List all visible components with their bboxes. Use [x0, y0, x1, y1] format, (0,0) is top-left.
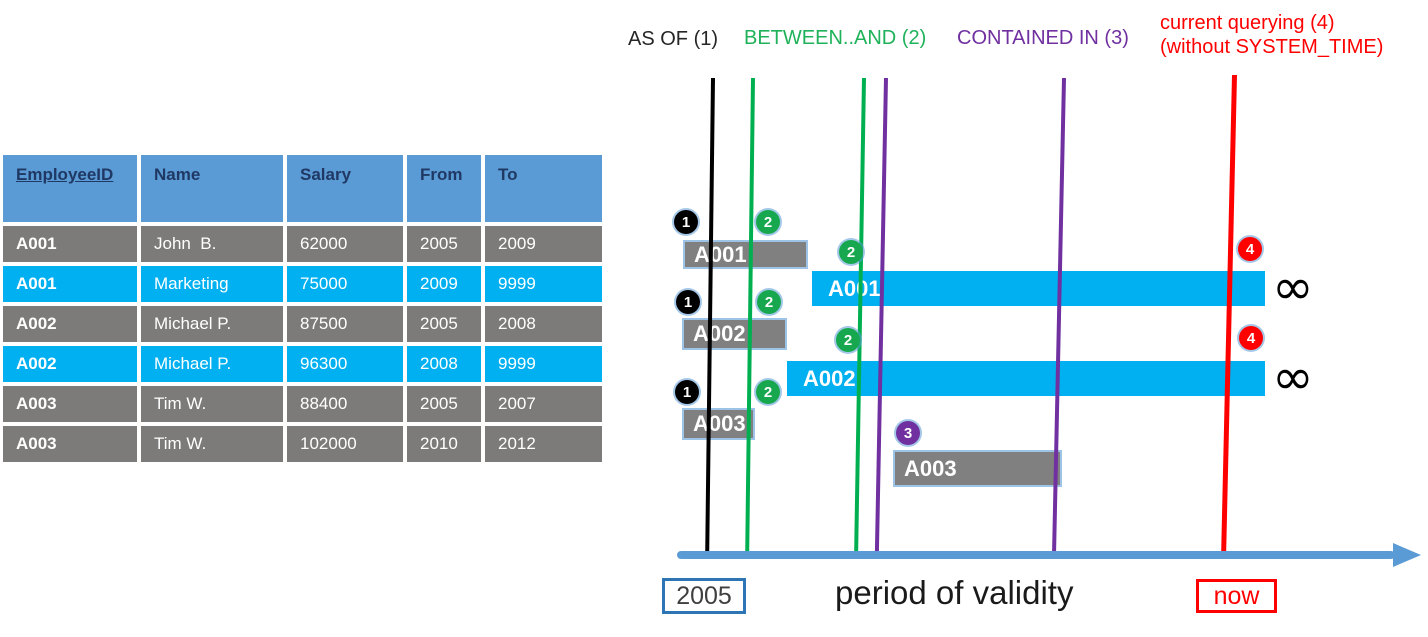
table-cell: 87500: [287, 306, 403, 342]
column-header-name: Name: [141, 155, 283, 222]
time-axis-arrowhead-icon: [1393, 543, 1421, 567]
badge-as-of-1: 1: [676, 290, 700, 314]
table-cell: A001: [3, 226, 137, 262]
table-cell: 2010: [407, 426, 481, 462]
table-cell: 2007: [485, 386, 602, 422]
bar-a002-old: A002: [682, 318, 787, 350]
table-cell: 2008: [407, 346, 481, 382]
table-cell: A002: [3, 306, 137, 342]
table-cell: 2005: [407, 226, 481, 262]
time-axis: [677, 551, 1395, 559]
table-cell: A002: [3, 346, 137, 382]
table-cell: A003: [3, 426, 137, 462]
bar-a003-old: A003: [682, 408, 755, 440]
now-box: now: [1196, 579, 1277, 613]
infinity-icon: ∞: [1272, 258, 1314, 316]
table-cell: 75000: [287, 266, 403, 302]
table-cell: 2008: [485, 306, 602, 342]
badge-between-2: 2: [757, 290, 781, 314]
table-cell: Tim W.: [141, 386, 283, 422]
bar-a001-current: A001: [812, 271, 1265, 306]
legend-current-querying-line1: current querying (4): [1160, 12, 1335, 34]
column-header-from: From: [407, 155, 481, 222]
table-cell: Michael P.: [141, 346, 283, 382]
start-year-box: 2005: [662, 578, 746, 614]
table-cell: 96300: [287, 346, 403, 382]
legend-as-of: AS OF (1): [628, 28, 719, 50]
badge-contained-3: 3: [896, 421, 920, 445]
table-cell: 9999: [485, 346, 602, 382]
table-cell: 2012: [485, 426, 602, 462]
bar-a002-current: A002: [787, 361, 1265, 396]
axis-label: period of validity: [835, 574, 1074, 611]
legend-between-and: BETWEEN..AND (2): [744, 27, 927, 49]
bar-a001-old: A001: [683, 240, 808, 269]
column-header-to: To: [485, 155, 602, 222]
table-cell: 2009: [407, 266, 481, 302]
column-header-employeeid: EmployeeID: [3, 155, 137, 222]
table-cell: 88400: [287, 386, 403, 422]
table-cell: 9999: [485, 266, 602, 302]
badge-current-4: 4: [1239, 326, 1263, 350]
legend-contained-in: CONTAINED IN (3): [957, 27, 1129, 49]
legend-current-querying-line2: (without SYSTEM_TIME): [1160, 36, 1384, 58]
between-start-line: [745, 77, 755, 556]
table-cell: 62000: [287, 226, 403, 262]
table-cell: A001: [3, 266, 137, 302]
badge-as-of-1: 1: [674, 210, 698, 234]
now-line: [1221, 74, 1237, 557]
legend-current-querying: current querying (4) (without SYSTEM_TIM…: [1160, 11, 1383, 59]
table-cell: 2009: [485, 226, 602, 262]
bar-a003-closed: A003: [893, 450, 1062, 487]
employee-table: EmployeeID Name Salary From To A001 John…: [3, 155, 602, 462]
column-header-salary: Salary: [287, 155, 403, 222]
table-cell: John B.: [141, 226, 283, 262]
badge-between-2: 2: [756, 210, 780, 234]
badge-as-of-1: 1: [675, 380, 699, 404]
infinity-icon: ∞: [1272, 348, 1314, 406]
badge-between-2: 2: [839, 240, 863, 264]
table-cell: Marketing: [141, 266, 283, 302]
table-cell: 2005: [407, 306, 481, 342]
table-cell: Tim W.: [141, 426, 283, 462]
between-end-line: [854, 77, 866, 556]
contained-start-line: [874, 77, 888, 556]
badge-between-2: 2: [836, 328, 860, 352]
table-cell: 102000: [287, 426, 403, 462]
badge-current-4: 4: [1238, 237, 1262, 261]
table-cell: 2005: [407, 386, 481, 422]
table-cell: A003: [3, 386, 137, 422]
table-cell: Michael P.: [141, 306, 283, 342]
as-of-line: [705, 77, 715, 556]
badge-between-2: 2: [756, 380, 780, 404]
